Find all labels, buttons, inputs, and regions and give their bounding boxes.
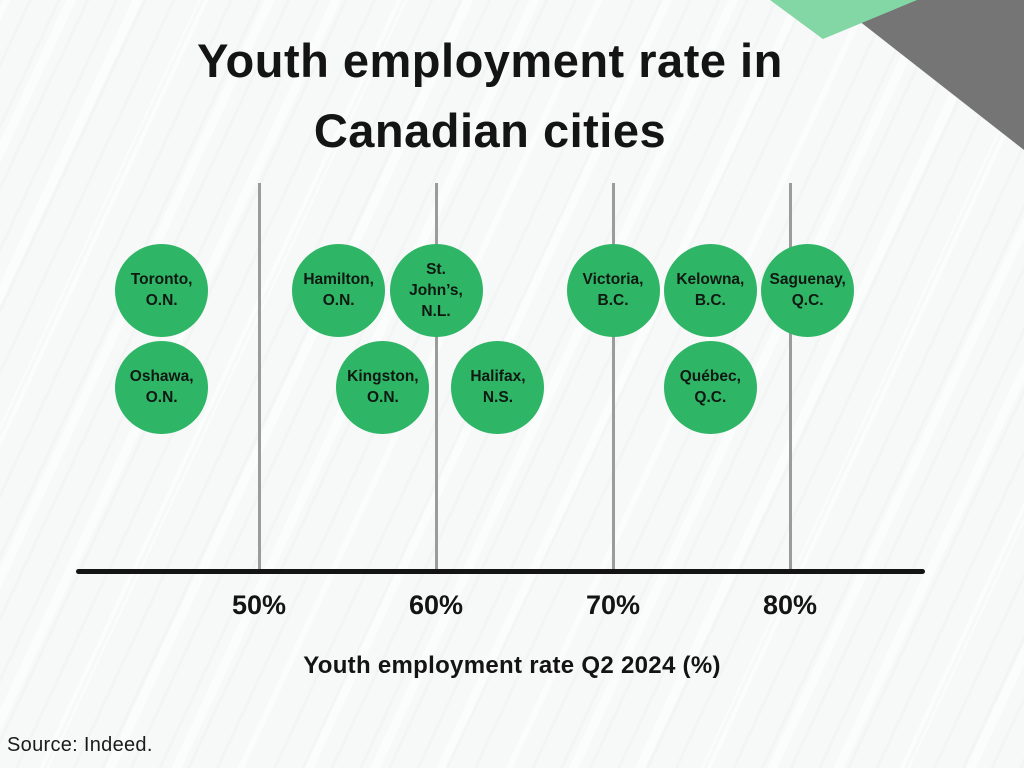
page-title-line-1: Youth employment rate in: [197, 34, 783, 87]
x-axis-line: [76, 569, 925, 574]
source-note: Source: Indeed.: [7, 734, 153, 756]
city-bubble: Oshawa, O.N.: [115, 340, 209, 434]
city-bubble: Toronto, O.N.: [115, 243, 209, 337]
gridline: [611, 183, 615, 573]
gridline: [788, 183, 792, 573]
city-bubble: Halifax, N.S.: [451, 340, 545, 434]
page-title-line-2: Canadian cities: [313, 104, 667, 157]
city-bubble-label-line: Hamilton,: [303, 271, 374, 288]
x-axis-tick-label: 70%: [585, 590, 641, 620]
city-bubble-label-line: O.N.: [145, 292, 178, 309]
city-bubble: Kingston, O.N.: [336, 340, 430, 434]
city-bubble: Hamilton, O.N.: [292, 243, 386, 337]
x-axis-tick-label: 80%: [762, 590, 818, 620]
gridline: [434, 183, 438, 573]
city-bubble-label-line: O.N.: [366, 389, 399, 406]
x-axis-title: Youth employment rate Q2 2024 (%): [303, 652, 721, 679]
city-bubble-label-line: Q.C.: [791, 292, 824, 309]
x-axis-tick-label: 60%: [408, 590, 464, 620]
page-title: Youth employment rate in Canadian cities: [0, 26, 980, 166]
city-bubble-label-line: N.S.: [482, 389, 514, 406]
city-bubble-label-line: Toronto,: [130, 271, 193, 288]
city-bubble-label-line: Halifax,: [470, 368, 526, 385]
city-bubble: Victoria, B.C.: [566, 243, 660, 337]
city-bubble-label-line: Québec,: [679, 368, 741, 385]
city-bubble-label-line: O.N.: [145, 389, 178, 406]
city-bubble-label-line: John’s,: [409, 281, 463, 299]
city-bubble-label-line: O.N.: [322, 292, 355, 309]
city-bubble-label-line: Victoria,: [582, 271, 644, 288]
x-axis-tick-label: 50%: [231, 590, 287, 620]
city-bubble: Saguenay, Q.C.: [761, 243, 855, 337]
city-bubble-label-line: St.: [426, 260, 446, 278]
city-bubble-label-line: B.C.: [694, 292, 726, 309]
city-bubble-label-line: Kingston,: [347, 368, 419, 385]
city-bubble-label-line: Q.C.: [694, 389, 727, 406]
city-bubble: Kelowna, B.C.: [663, 243, 757, 337]
city-bubble-label-line: B.C.: [597, 292, 629, 309]
city-bubble-label-line: Kelowna,: [676, 271, 745, 288]
gridline: [257, 183, 261, 573]
city-bubble-label-line: Saguenay,: [769, 271, 846, 288]
city-bubble: Québec, Q.C.: [663, 340, 757, 434]
city-bubble-label-line: N.L.: [421, 302, 451, 320]
city-bubble-label-line: Oshawa,: [129, 368, 194, 385]
city-bubble: St. John’s, N.L.: [389, 243, 483, 337]
